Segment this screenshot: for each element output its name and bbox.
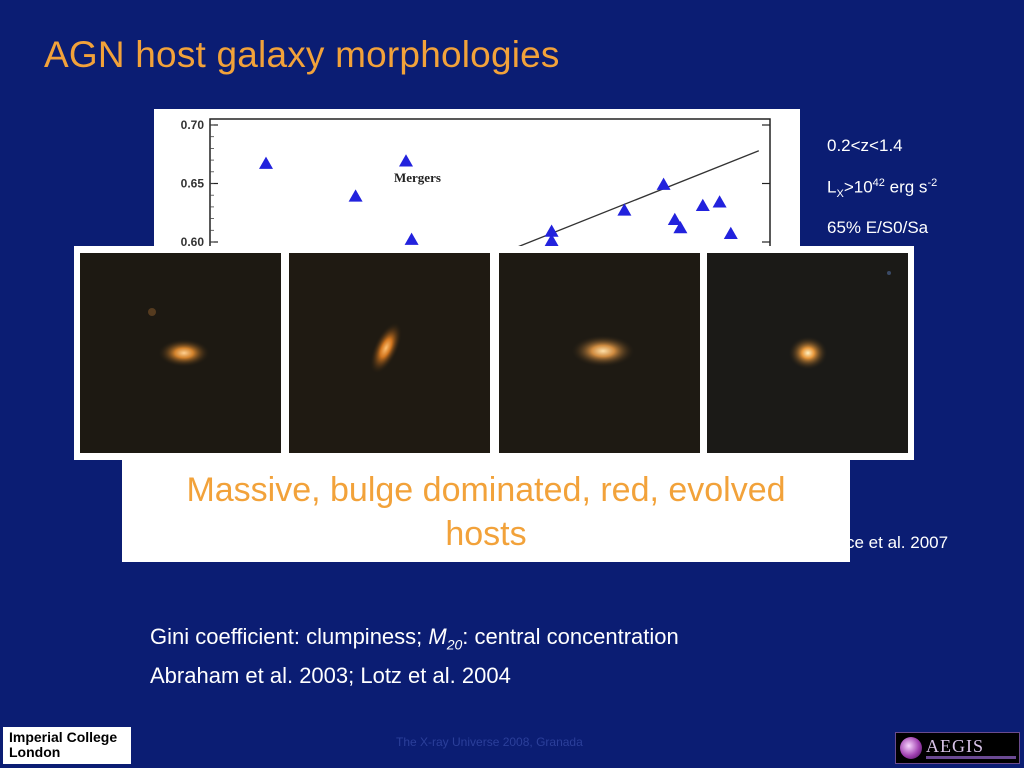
gini-m20-plot: 0.70 0.65 0.60 Mergers [154,109,800,255]
data-point-2 [399,154,413,167]
plot-marks [259,150,760,250]
footer-text: The X-ray Universe 2008, Granada [396,735,583,749]
luminosity-cut: LX>1042 erg s-2 [827,177,937,218]
logo-line-1: Imperial College [9,729,118,745]
y-tick-label-1: 0.65 [181,177,205,191]
data-point-5 [544,233,559,247]
lx-unit: erg s [884,177,928,197]
caption-box: Massive, bulge dominated, red, evolved h… [122,460,850,562]
aegis-wordmark: AEGIS [926,736,984,756]
lx-unit-exp: -2 [927,177,938,189]
data-point-12 [723,226,738,240]
mergers-annotation: Mergers [394,170,441,185]
lx-sub: X [836,188,844,201]
definition-part-b: : central concentration [462,624,679,649]
side-notes: 0.2<z<1.4 LX>1042 erg s-2 65% E/S0/Sa [827,136,937,259]
data-point-6 [617,203,632,216]
slide-title: AGN host galaxy morphologies [44,34,560,75]
m20-subscript: 20 [446,636,463,653]
caption-line-1: Massive, bulge dominated, red, evolved [186,471,786,509]
m20-symbol: M [428,624,447,649]
redshift-range: 0.2<z<1.4 [827,136,903,155]
references-line: Abraham et al. 2003; Lotz et al. 2004 [150,663,511,688]
lx-l: L [827,177,837,197]
logo-line-2: London [9,744,61,760]
y-tick-label-2: 0.60 [181,235,205,249]
definition-part-a: Gini coefficient: clumpiness; [150,624,429,649]
imperial-college-logo: Imperial College London [3,727,131,764]
aegis-tagline-bar [926,756,1016,759]
data-point-1 [348,189,363,202]
galaxy-image-1 [80,253,281,453]
data-point-9 [673,220,688,234]
data-point-7 [656,177,671,190]
data-point-10 [695,198,710,211]
definition-line: Gini coefficient: clumpiness; M20: centr… [150,624,679,652]
galaxy-image-4 [707,253,908,453]
galaxy-strip [74,246,914,460]
data-point-3 [404,232,419,245]
caption-line-2: hosts [445,515,527,553]
aegis-orb-icon [900,737,922,759]
citation-right: ce et al. 2007 [846,533,949,552]
galaxy-image-2 [289,253,490,453]
y-axis: 0.70 0.65 0.60 [181,118,770,255]
lx-exp: 42 [872,177,885,189]
data-point-4 [544,224,559,237]
y-tick-label-0: 0.70 [181,118,205,132]
data-point-8 [667,212,682,226]
morphology-fraction: 65% E/S0/Sa [827,218,929,237]
aegis-logo: AEGIS [895,732,1020,764]
plot-frame [209,118,771,255]
galaxy-image-3 [499,253,700,453]
data-point-11 [712,195,727,208]
plot-svg: 0.70 0.65 0.60 Mergers [181,118,771,255]
lx-mid: >10 [843,177,873,197]
data-point-0 [259,156,273,169]
